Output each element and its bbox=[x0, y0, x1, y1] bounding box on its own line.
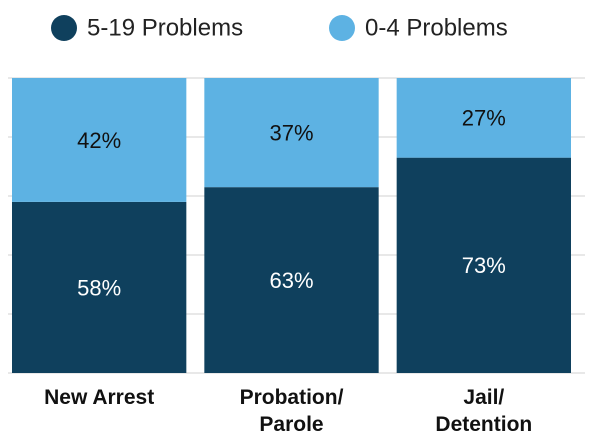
bar-segment bbox=[396, 78, 571, 158]
bar-segment bbox=[204, 187, 379, 373]
x-tick-label: Jail/ Detention bbox=[435, 386, 533, 436]
legend-swatch bbox=[329, 15, 355, 41]
bar-segment bbox=[12, 201, 187, 373]
x-tick-label: New Arrest bbox=[44, 386, 155, 409]
value-label: 27% bbox=[462, 106, 506, 131]
x-tick-label: Probation/ Parole bbox=[239, 386, 344, 436]
bar-segment bbox=[204, 78, 379, 188]
bar-segment bbox=[12, 78, 187, 202]
legend-label: 0-4 Problems bbox=[365, 14, 508, 41]
value-label: 73% bbox=[462, 253, 506, 278]
value-label: 37% bbox=[269, 120, 313, 145]
value-label: 63% bbox=[269, 268, 313, 293]
legend-swatch bbox=[51, 15, 77, 41]
legend-label: 5-19 Problems bbox=[87, 14, 243, 41]
bar-segment bbox=[396, 157, 571, 373]
value-label: 42% bbox=[77, 128, 121, 153]
value-label: 58% bbox=[77, 275, 121, 300]
